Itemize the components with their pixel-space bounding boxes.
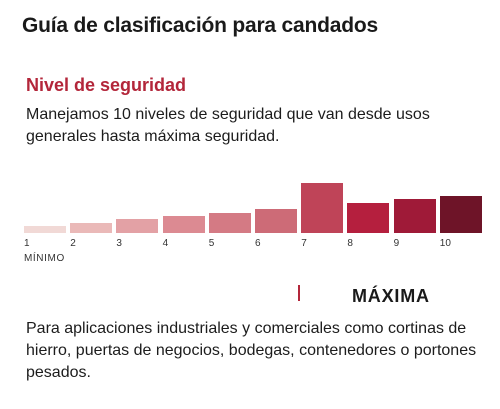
level-bar-1 <box>24 226 66 233</box>
level-tick-2: 2 <box>70 238 76 249</box>
level-tick-7: 7 <box>301 238 307 249</box>
level-bar-3 <box>116 219 159 233</box>
level-tick-1: 1 <box>24 238 30 249</box>
level-tick-5: 5 <box>208 238 215 249</box>
level-bar-6 <box>255 209 297 233</box>
level-tick-6: 6 <box>255 238 261 249</box>
level-tick-3: 3 <box>116 238 122 249</box>
selected-level-description: Para aplicaciones industriales y comerci… <box>26 320 477 381</box>
section-description: Manejamos 10 niveles de seguridad que va… <box>26 106 430 145</box>
level-tick-8: 8 <box>347 238 353 249</box>
level-bar-4 <box>162 216 205 233</box>
level-bar-8 <box>347 203 390 233</box>
level-tick-10: 10 <box>439 238 451 249</box>
selected-level-marker <box>298 285 300 301</box>
level-bar-2 <box>70 223 113 233</box>
level-bar-5 <box>208 213 251 233</box>
section-title: Nivel de seguridad <box>26 75 187 95</box>
selected-level-name: MÁXIMA <box>352 286 430 306</box>
page-title: Guía de clasificación para candados <box>22 14 378 37</box>
level-tick-4: 4 <box>162 238 169 249</box>
level-bar-9 <box>393 199 436 233</box>
level-bar-7 <box>301 183 344 233</box>
level-tick-9: 9 <box>393 238 400 249</box>
minimum-label: MÍNIMO <box>24 253 65 264</box>
level-bar-10 <box>439 196 482 233</box>
